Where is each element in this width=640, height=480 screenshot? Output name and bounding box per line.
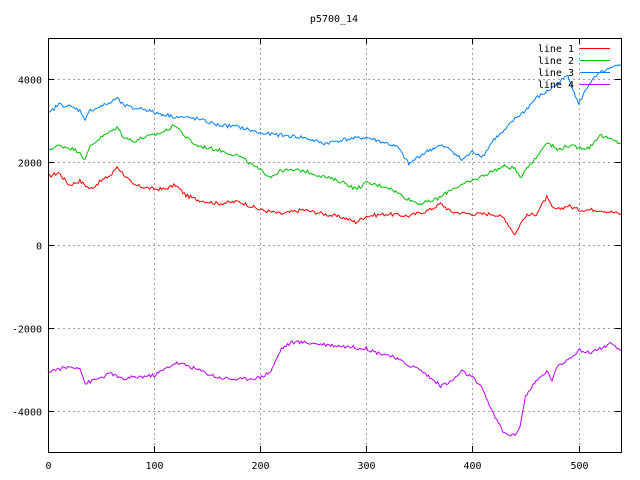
series-layer (47, 64, 622, 437)
x-tick-label: 300 (357, 461, 375, 472)
x-tick-label: 0 (45, 461, 51, 472)
series-line-3 (47, 64, 622, 166)
series-line-4 (47, 339, 622, 437)
legend-label: line 2 (538, 56, 574, 67)
x-tick-label: 400 (463, 461, 481, 472)
x-tick-label: 100 (145, 461, 163, 472)
y-tick-label: -4000 (12, 408, 42, 419)
series-line-1 (47, 165, 622, 236)
x-axis: 0 100 200 300 400 500 (45, 38, 589, 472)
x-tick-label: 500 (570, 461, 588, 472)
legend-label: line 3 (538, 68, 574, 79)
y-tick-label: -2000 (12, 325, 42, 336)
legend-label: line 1 (538, 44, 574, 55)
legend-label: line 4 (538, 80, 574, 91)
grid (48, 38, 621, 452)
y-axis: -4000 -2000 0 2000 4000 (12, 76, 621, 419)
y-tick-label: 0 (36, 242, 42, 253)
series-line-2 (47, 124, 622, 206)
x-tick-label: 200 (251, 461, 269, 472)
y-tick-label: 2000 (18, 159, 42, 170)
y-tick-label: 4000 (18, 76, 42, 87)
chart-title: p5700_14 (310, 14, 358, 25)
